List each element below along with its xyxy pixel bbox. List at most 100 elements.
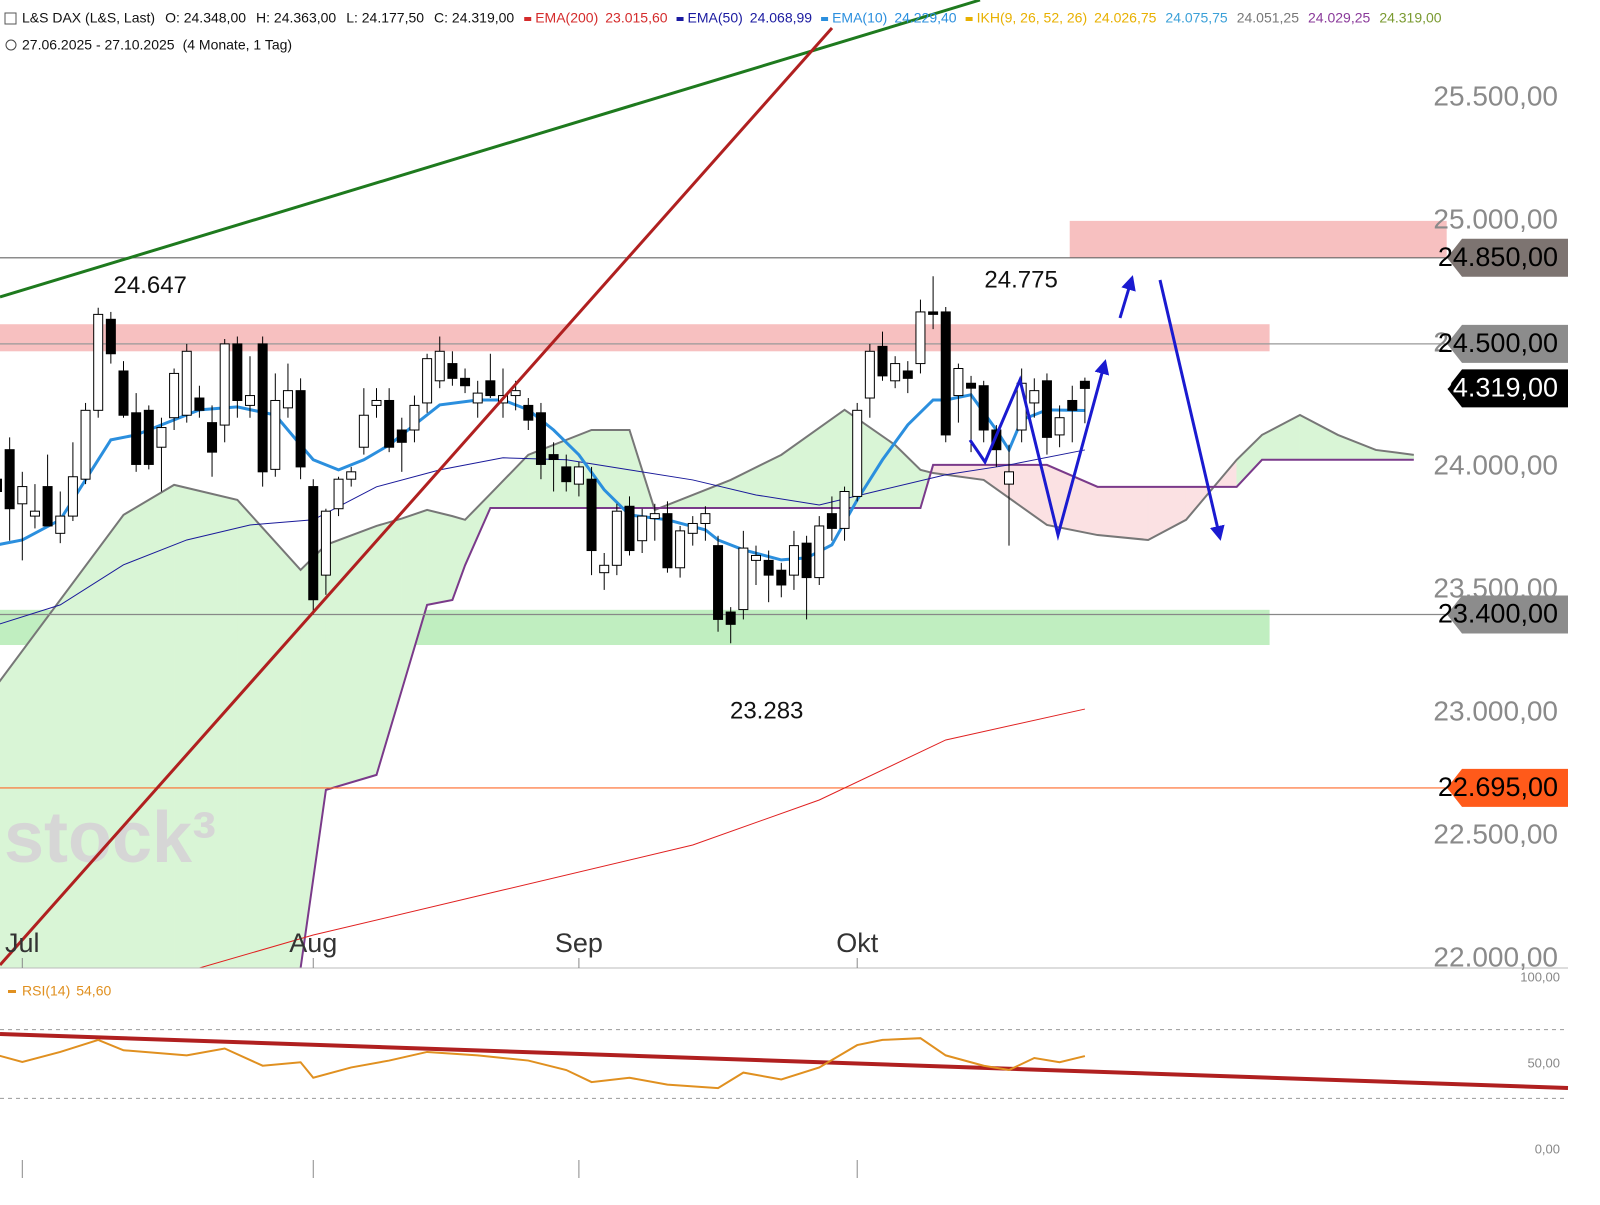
legend-swatch [524,17,532,21]
cloud-fill [730,454,782,509]
candle-body [1041,380,1052,438]
candle-body [371,399,382,406]
candle-body [978,385,989,431]
level-label: 23.400,00 [1438,599,1558,629]
candle-body [953,368,964,397]
candle-body [713,545,724,620]
level-box [1447,324,1568,363]
ema-line [0,449,1085,625]
header-text: 24.029,25 [1308,10,1370,26]
cloud-fill [325,525,377,791]
level-label: 24.850,00 [1438,242,1558,272]
cloud-fill [376,518,403,775]
candle-body [839,491,850,529]
annotation: 24.647 [113,272,186,299]
candle-body [928,311,939,315]
candle-body [0,478,2,493]
candle-body [826,513,837,529]
cloud-fill [173,484,238,968]
candle-body [1029,390,1040,404]
labels: 24.647 24.775 23.283 22.000,00 22.500,00 23.0… [0,10,1568,1178]
candle-body [852,409,863,497]
price-pane: stock³ [0,220,1447,968]
candle-body [940,311,951,436]
y-tick-label: 25.000,00 [1433,203,1558,234]
zone [0,324,1270,352]
candle-body [814,525,825,579]
header-text: EMA(10) [832,10,887,26]
level-box [1447,369,1568,408]
symbol-icon [4,12,17,25]
cloud-fill [1261,414,1301,461]
cloud-fill [1299,414,1339,461]
trend-line [0,0,981,299]
candle-body [991,429,1002,451]
header-text: EMA(50) [688,10,743,26]
candle-body [131,412,142,465]
header-text: 27.06.2025 - 27.10.2025 [22,37,175,53]
cloud-span-b [298,458,1414,968]
y-tick-label: 22.500,00 [1433,818,1558,849]
cloud-fill [781,409,845,509]
rsi-name: RSI(14) [22,983,70,999]
candle-body [434,350,445,382]
candle-body [586,478,597,552]
cloud-fill [894,444,921,509]
forecast-arrows [968,275,1225,541]
rsi-tick-label: 0,00 [1535,1141,1560,1156]
legend-swatch [676,17,684,21]
candle-body [535,412,546,465]
candle-body [447,363,458,379]
y-tick-label: 23.000,00 [1433,695,1558,726]
candle-body [396,429,407,443]
candle-body [902,370,913,379]
candle-body [915,311,926,365]
rsi-tick-label: 100,00 [1520,969,1560,984]
clip-group [0,220,1447,968]
header-text: L&S DAX (L&S, Last) [22,10,155,26]
candle-body [738,547,749,611]
candle-body [118,370,129,416]
candle-body [93,313,104,411]
candle-body [649,513,660,520]
header-text: 24.068,99 [750,10,812,26]
level-box [1447,768,1568,807]
candle-body [675,530,686,569]
candle-body [1079,380,1090,389]
header-text: O: 24.348,00 [165,10,246,26]
candle-body [687,522,698,534]
candle-body [422,358,433,404]
header-text: (4 Monate, 1 Tag) [183,37,292,53]
arrow [968,359,1110,541]
level-label: 22.695,00 [1438,772,1558,802]
candle-body [320,510,331,576]
x-tick-label: Aug [289,928,337,958]
level-label: 24.319,00 [1438,373,1558,403]
legend-swatch [821,17,829,21]
legend-swatch [965,17,973,21]
candle-body [510,390,521,397]
header-text: L: 24.177,50 [346,10,424,26]
candle-body [725,611,736,625]
candle-body [662,513,673,569]
candle-body [346,471,357,480]
cloud-fill [490,454,529,509]
candle-body [308,486,319,601]
candle-body [561,466,572,483]
candle-body [523,404,534,421]
candle-body [776,569,787,586]
arrow [1118,275,1136,319]
cloud-span-a [0,408,1414,683]
level-box [1447,238,1568,277]
y-tick-label: 24.000,00 [1433,449,1558,480]
x-tick-label: Jul [5,928,40,958]
candle-body [864,350,875,399]
x-tick-label: Sep [555,928,603,958]
cloud-fill [401,509,428,691]
candle-body [624,505,635,552]
candle-body [1067,399,1078,411]
watermark: stock³ [4,798,216,878]
trend-line [0,27,834,966]
legend-swatch [8,990,16,993]
